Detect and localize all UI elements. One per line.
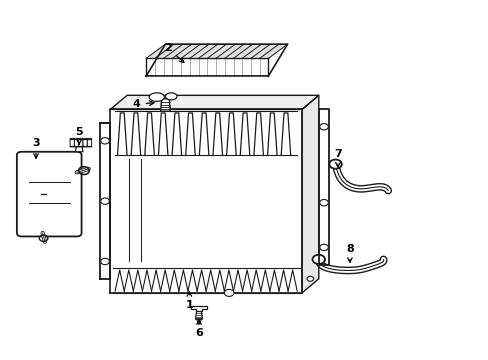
Circle shape <box>312 255 325 264</box>
Text: 2: 2 <box>163 43 183 63</box>
Polygon shape <box>110 109 302 293</box>
Text: 4: 4 <box>132 99 154 109</box>
Polygon shape <box>196 319 201 325</box>
Polygon shape <box>165 93 177 100</box>
Polygon shape <box>160 99 170 111</box>
Polygon shape <box>195 311 202 319</box>
FancyBboxPatch shape <box>83 138 87 147</box>
Circle shape <box>319 123 328 130</box>
Circle shape <box>319 199 328 206</box>
Text: 7: 7 <box>333 149 341 167</box>
Polygon shape <box>110 95 318 109</box>
Polygon shape <box>149 93 164 101</box>
Circle shape <box>224 289 233 296</box>
FancyBboxPatch shape <box>87 138 91 147</box>
Text: 8: 8 <box>346 244 353 262</box>
Circle shape <box>306 276 313 281</box>
Circle shape <box>101 198 109 204</box>
Circle shape <box>319 244 328 251</box>
FancyBboxPatch shape <box>17 152 81 237</box>
Text: 1: 1 <box>185 292 193 310</box>
Text: 6: 6 <box>195 320 203 338</box>
FancyBboxPatch shape <box>74 138 79 147</box>
Circle shape <box>101 138 109 144</box>
Text: 3: 3 <box>32 138 40 158</box>
Polygon shape <box>75 147 83 152</box>
Circle shape <box>101 258 109 265</box>
Circle shape <box>328 159 341 169</box>
FancyBboxPatch shape <box>79 138 83 147</box>
Polygon shape <box>146 58 268 76</box>
FancyBboxPatch shape <box>70 138 74 147</box>
Polygon shape <box>302 95 318 293</box>
Polygon shape <box>191 306 206 311</box>
Polygon shape <box>146 44 287 58</box>
Text: 5: 5 <box>75 127 83 144</box>
